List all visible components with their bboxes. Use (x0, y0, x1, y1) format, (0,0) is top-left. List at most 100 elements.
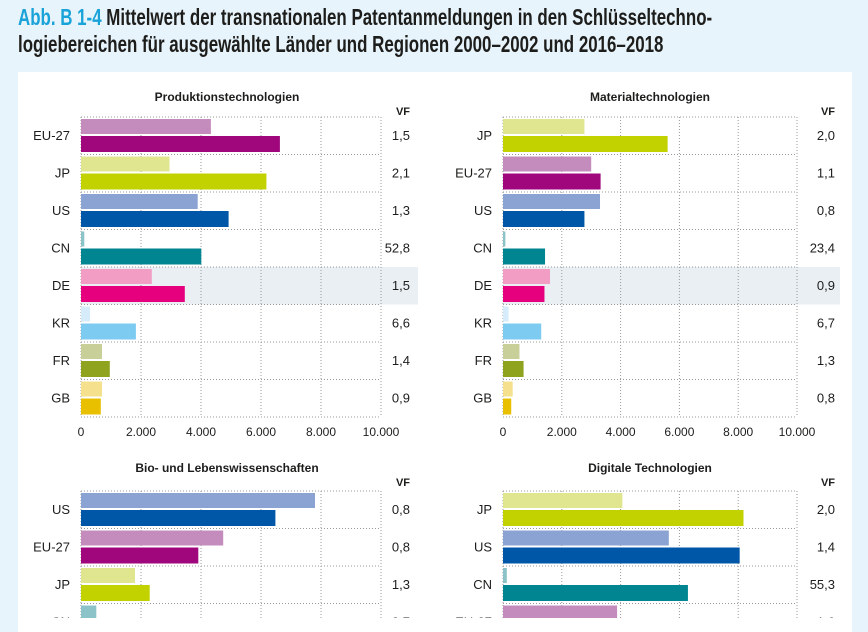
bar-jp-series-2 (503, 510, 744, 526)
vf-value: 1,3 (817, 353, 835, 368)
vf-value: 6,7 (817, 316, 835, 331)
vf-value: 2,0 (817, 502, 835, 517)
category-label: CN (51, 241, 70, 256)
chart-title: Produktionstechnologien (155, 90, 300, 104)
vf-header: VF (396, 477, 410, 489)
bar-eu-27-series-1 (503, 605, 618, 618)
category-label: US (474, 540, 492, 555)
bar-de-series-1 (503, 269, 551, 284)
bar-jp-series-1 (503, 119, 585, 134)
x-tick-label: 8.000 (723, 425, 753, 439)
vf-value: 0,8 (817, 203, 835, 218)
category-label: JP (477, 502, 492, 517)
category-label: FR (53, 353, 70, 368)
bar-jp-series-1 (81, 568, 135, 583)
chart-3: Digitale Technologien VF JP 2,0 US 1,4 CN 55,3 E… (455, 461, 835, 618)
category-label: US (52, 502, 70, 517)
bar-gb-series-2 (503, 398, 512, 415)
category-label: KR (474, 316, 492, 331)
figure-label: Abb. B 1-4 (18, 4, 102, 30)
vf-value: 55,3 (810, 577, 835, 592)
x-tick-label: 10.000 (363, 425, 400, 439)
bar-gb-series-1 (81, 381, 102, 397)
category-label: GB (51, 391, 70, 406)
bar-de-series-1 (81, 269, 152, 284)
bar-us-series-1 (81, 194, 198, 209)
bar-eu-27-series-2 (503, 173, 601, 190)
bar-jp-series-2 (81, 585, 150, 601)
category-label: EU-27 (33, 540, 70, 555)
bar-cn-series-2 (81, 248, 202, 265)
category-label: CN (473, 577, 492, 592)
x-tick-label: 10.000 (779, 425, 816, 439)
chart-title: Bio- und Lebenswissenschaften (135, 461, 318, 475)
bar-fr-series-1 (503, 344, 520, 359)
category-label: KR (52, 316, 70, 331)
bar-eu-27-series-2 (81, 547, 199, 564)
category-label: DE (474, 278, 492, 293)
highlight-row (503, 267, 840, 305)
chart-2: Bio- und Lebenswissenschaften VF US 0,8 EU-2… (33, 461, 410, 618)
category-label: EU-27 (33, 128, 70, 143)
vf-value: 2,0 (817, 128, 835, 143)
category-label: JP (55, 577, 70, 592)
title-line-2: logiebereichen für ausgewählte Länder un… (18, 31, 664, 57)
vf-value: 0,8 (817, 391, 835, 406)
bar-us-series-2 (81, 510, 276, 526)
bar-us-series-2 (503, 211, 585, 227)
vf-value: 3,7 (392, 615, 410, 619)
bar-cn-series-1 (81, 605, 97, 618)
chart-title: Digitale Technologien (588, 461, 712, 475)
bar-cn-series-2 (503, 585, 688, 601)
x-tick-label: 6.000 (246, 425, 276, 439)
vf-value: 1,6 (817, 615, 835, 619)
category-label: JP (477, 128, 492, 143)
category-label: CN (473, 241, 492, 256)
category-label: EU-27 (455, 166, 492, 181)
bar-de-series-2 (81, 286, 185, 302)
vf-value: 0,8 (392, 502, 410, 517)
chart-title: Materialtechnologien (590, 90, 710, 104)
category-label: FR (475, 353, 492, 368)
bar-eu-27-series-1 (503, 156, 592, 172)
bar-cn-series-1 (81, 231, 85, 247)
vf-header: VF (821, 106, 835, 118)
bar-jp-series-1 (81, 156, 170, 172)
bar-fr-series-2 (81, 361, 110, 377)
category-label: GB (473, 391, 492, 406)
bar-us-series-1 (503, 194, 601, 209)
bar-cn-series-1 (503, 231, 506, 247)
vf-value: 2,1 (392, 166, 410, 181)
bar-eu-27-series-1 (81, 119, 211, 134)
vf-value: 1,3 (392, 203, 410, 218)
figure-title: Abb. B 1-4 Mittelwert der transnationale… (18, 4, 849, 58)
vf-value: 1,4 (392, 353, 410, 368)
bar-kr-series-2 (503, 323, 542, 340)
vf-header: VF (821, 477, 835, 489)
chart-1: Materialtechnologien VF JP 2,0 EU-27 1,1 US 0,8… (455, 90, 840, 439)
charts-svg: Produktionstechnologien VF EU-27 1,5 JP 2,1 US… (33, 90, 840, 618)
vf-value: 23,4 (810, 241, 835, 256)
bar-us-series-2 (503, 547, 740, 564)
x-tick-label: 2.000 (547, 425, 577, 439)
bar-kr-series-2 (81, 323, 136, 340)
bar-fr-series-2 (503, 361, 524, 377)
x-tick-label: 0 (78, 425, 85, 439)
bar-gb-series-2 (81, 398, 101, 415)
vf-value: 0,8 (392, 540, 410, 555)
category-label: EU-27 (455, 615, 492, 619)
bar-cn-series-2 (503, 248, 546, 265)
bar-cn-series-1 (503, 568, 507, 583)
bar-eu-27-series-2 (81, 136, 280, 152)
category-label: CN (51, 615, 70, 619)
title-line-1: Mittelwert der transnationalen Patentanm… (106, 4, 713, 30)
vf-value: 1,3 (392, 577, 410, 592)
vf-value: 6,6 (392, 316, 410, 331)
bar-fr-series-1 (81, 344, 102, 359)
vf-value: 1,1 (817, 166, 835, 181)
x-tick-label: 6.000 (664, 425, 694, 439)
category-label: DE (52, 278, 70, 293)
x-tick-label: 4.000 (606, 425, 636, 439)
bar-jp-series-2 (503, 136, 668, 152)
category-label: JP (55, 166, 70, 181)
